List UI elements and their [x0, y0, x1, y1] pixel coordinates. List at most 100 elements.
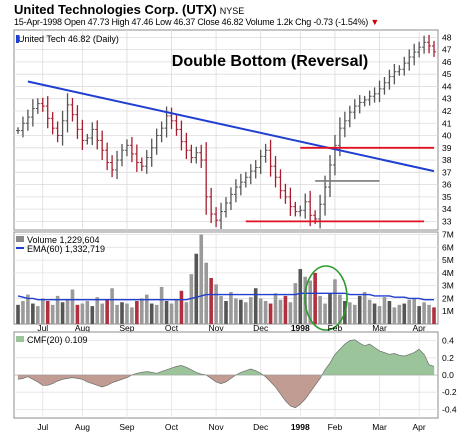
- price-bar: [20, 116, 25, 138]
- volume-month-label: Oct: [165, 323, 179, 333]
- price-tick-label: 39: [442, 143, 452, 153]
- volume-bar: [179, 290, 184, 324]
- price-bar: [407, 49, 412, 71]
- price-bar: [357, 95, 362, 114]
- price-bar: [105, 142, 110, 171]
- volume-month-label: Apr: [413, 323, 426, 333]
- price-bar: [110, 155, 115, 178]
- price-tick-label: 45: [442, 69, 452, 79]
- volume-bar: [90, 306, 95, 324]
- volume-month-label: Nov: [209, 323, 225, 333]
- cmf-month-label: Oct: [165, 422, 179, 432]
- cmf-segment: [389, 353, 395, 376]
- price-bar: [204, 142, 209, 215]
- price-bar: [45, 96, 50, 129]
- cmf-month-label: Aug: [75, 422, 90, 432]
- price-tick-label: 48: [442, 32, 452, 42]
- volume-bar: [288, 302, 293, 324]
- price-bar: [189, 144, 194, 164]
- volume-bar: [293, 283, 298, 324]
- price-bar: [100, 130, 105, 161]
- price-bar: [253, 160, 258, 179]
- company-name: United Technologies Corp. (UTX): [14, 2, 217, 17]
- price-legend-swatch: [16, 35, 19, 43]
- volume-bar: [273, 293, 278, 324]
- volume-bar: [184, 302, 189, 324]
- volume-month-label: 1998: [291, 323, 310, 333]
- volume-tick-label: 1M: [442, 306, 454, 316]
- cmf-month-label: Nov: [209, 422, 225, 432]
- volume-bar: [298, 269, 303, 324]
- volume-bar: [199, 234, 204, 324]
- price-bar: [124, 139, 129, 157]
- volume-bar: [402, 303, 407, 324]
- chart-header-title: United Technologies Corp. (UTX) NYSE: [14, 2, 244, 17]
- price-bar: [392, 63, 397, 85]
- price-bar: [70, 98, 75, 122]
- cmf-segment: [379, 350, 385, 376]
- volume-ema-line: [17, 292, 434, 301]
- price-trendlines: [27, 80, 435, 223]
- volume-bar: [154, 304, 159, 324]
- price-bar: [179, 120, 184, 151]
- price-bar: [278, 169, 283, 199]
- ema-legend-swatch: [16, 247, 24, 249]
- volume-bar: [348, 302, 352, 324]
- quote-date: 15-Apr-1998: [14, 17, 62, 27]
- cmf-segment: [290, 374, 296, 408]
- price-bar: [149, 138, 154, 167]
- pattern-annotation: Double Bottom (Reversal): [172, 53, 368, 70]
- volume-bar: [328, 293, 332, 324]
- cmf-segment: [359, 342, 365, 376]
- volume-bar: [407, 299, 412, 324]
- volume-bar: [263, 301, 268, 324]
- cmf-tick-label: -0.4: [442, 404, 457, 414]
- volume-axis-labels: 1M 2M 3M 4M 5M 6M 7M: [442, 230, 454, 317]
- price-bar: [412, 43, 417, 66]
- volume-bar: [16, 304, 20, 324]
- price-bar: [214, 207, 219, 228]
- volume-bar: [392, 307, 397, 324]
- volume-bar: [412, 298, 416, 324]
- price-bar: [318, 194, 323, 229]
- volume-bar: [367, 299, 372, 324]
- price-bar: [144, 149, 149, 174]
- cmf-legend: CMF(20) 0.109: [27, 335, 88, 345]
- cmf-month-labels: Jul Aug Sep Oct Nov Dec 1998 Feb Mar Apr: [37, 422, 426, 432]
- volume-bar: [397, 304, 402, 324]
- volume-panel: 1M 2M 3M 4M 5M 6M 7M Volume 1,229,604 EMA(60) …: [13, 230, 454, 333]
- price-bar: [95, 120, 100, 150]
- cmf-legend-swatch: [16, 336, 24, 342]
- price-tick-label: 42: [442, 106, 452, 116]
- price-bar: [422, 35, 427, 54]
- volume-bar: [45, 301, 50, 324]
- price-bar: [16, 127, 20, 134]
- volume-bar: [75, 304, 80, 324]
- price-bar: [273, 156, 278, 188]
- volume-bar: [40, 298, 45, 324]
- change-down-icon: ▼: [370, 17, 380, 27]
- volume-bar: [120, 302, 124, 324]
- volume-bar: [110, 288, 114, 324]
- cmf-segment: [384, 352, 390, 376]
- chart-header-stats: 15-Apr-1998 Open 47.73 High 47.46 Low 46…: [14, 17, 379, 27]
- volume-bar: [377, 306, 382, 324]
- price-bar: [347, 105, 352, 128]
- price-bar: [60, 110, 65, 146]
- cmf-segment: [413, 348, 420, 376]
- volume-bar: [115, 304, 119, 324]
- price-tick-label: 47: [442, 45, 452, 55]
- price-bar: [323, 175, 328, 216]
- volume-bar: [372, 303, 377, 324]
- price-tick-label: 41: [442, 118, 452, 128]
- volume-bar: [36, 306, 40, 324]
- volume-bar: [234, 298, 238, 324]
- price-bar: [303, 193, 308, 219]
- volume-bar: [26, 294, 30, 324]
- volume-bar: [125, 303, 129, 324]
- price-bar: [233, 179, 238, 203]
- price-bar: [50, 112, 55, 135]
- price-tick-label: 40: [442, 131, 452, 141]
- volume-highlight-circle: [304, 265, 348, 331]
